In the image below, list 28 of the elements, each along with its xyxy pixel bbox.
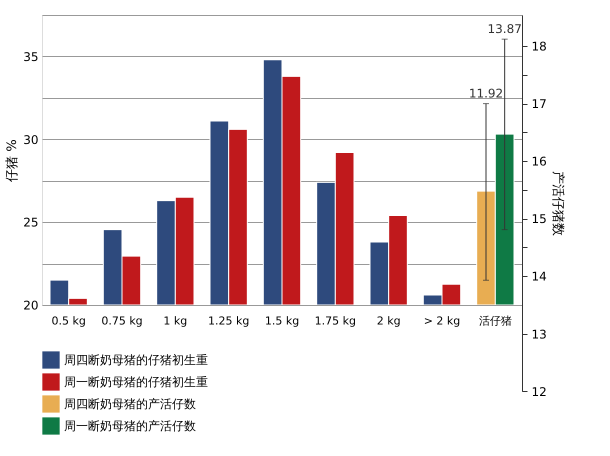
x-tick-label: > 2 kg (424, 314, 460, 328)
y-tick-label: 35 (23, 50, 38, 64)
x-tick-label: 1.75 kg (314, 314, 356, 328)
annotation: 11.92 (468, 86, 504, 101)
x-tick-label: 活仔猪 (478, 314, 512, 328)
x-tick-label: 1.5 kg (264, 314, 300, 328)
y-tick-label: 20 (23, 298, 38, 312)
y2-tick-label: 15 (532, 212, 547, 226)
y2-tick-label: 14 (532, 270, 547, 284)
y2-axis-title: 产活仔猪数 (550, 171, 565, 236)
y2-tick-label: 16 (532, 154, 547, 169)
legend-label: 周四断奶母猪的产活仔数 (64, 397, 196, 411)
annotation: 13.87 (487, 22, 522, 36)
y2-tick-label: 18 (532, 40, 547, 54)
x-tick-label: 0.5 kg (51, 314, 86, 328)
y2-tick-label: 17 (532, 97, 547, 112)
legend-label: 周一断奶母猪的仔猪初生重 (64, 375, 208, 389)
y-tick-label: 30 (23, 132, 38, 147)
x-tick-label: 1 kg (163, 314, 188, 328)
legend-label: 周一断奶母猪的产活仔数 (64, 419, 196, 433)
x-tick-label: 0.75 kg (101, 314, 143, 328)
legend-label: 周四断奶母猪的仔猪初生重 (64, 353, 208, 367)
y-tick-label: 25 (23, 216, 38, 230)
x-tick-label: 2 kg (376, 314, 401, 328)
y2-tick-label: 12 (532, 384, 547, 399)
y-axis-title: 仔猪 % (5, 139, 20, 182)
y2-tick-label: 13 (532, 327, 547, 342)
x-tick-label: 1.25 kg (208, 314, 250, 328)
